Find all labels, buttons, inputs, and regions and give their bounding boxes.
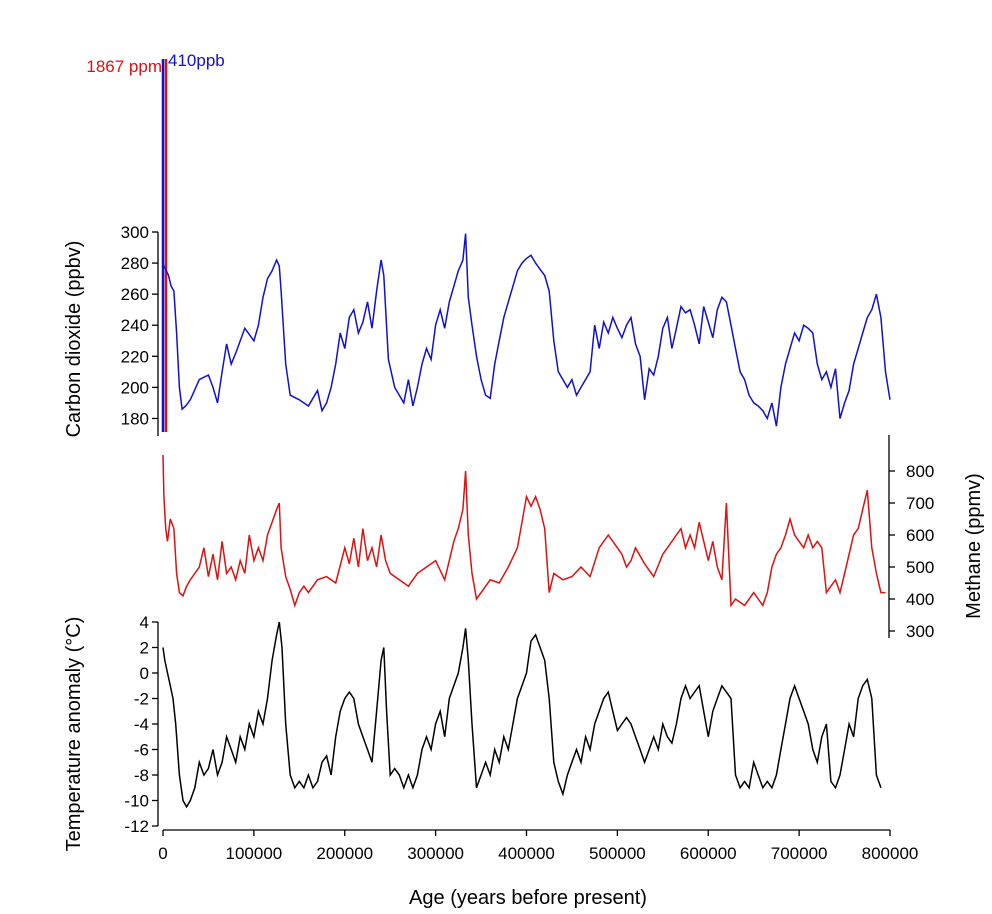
- temperature-y-tick-label: -8: [134, 766, 149, 785]
- temperature-ticks: -12 -10 -8 -6 -4 -2 0 2 4: [124, 613, 158, 836]
- x-tick-label: 500000: [589, 844, 646, 863]
- methane-y-tick-label: 600: [906, 526, 934, 545]
- co2-y-tick-label: 260: [121, 285, 149, 304]
- methane-y-tick-label: 700: [906, 494, 934, 513]
- co2-y-tick-label: 300: [121, 223, 149, 242]
- co2-y-tick-label: 240: [121, 316, 149, 335]
- co2-axis-title: Carbon dioxide (ppbv): [63, 241, 85, 438]
- x-tick-label: 200000: [316, 844, 373, 863]
- x-tick-label: 600000: [680, 844, 737, 863]
- x-ticks: 0 100000 200000 300000 400000 500000 600000 700…: [158, 830, 918, 863]
- temperature-y-tick-label: -4: [134, 715, 149, 734]
- co2-ticks: 180 200 220 240 260 280 300: [121, 223, 158, 428]
- temperature-y-tick-label: 2: [140, 639, 149, 658]
- x-tick-label: 0: [158, 844, 167, 863]
- methane-y-tick-label: 500: [906, 558, 934, 577]
- methane-y-tick-label: 300: [906, 622, 934, 641]
- co2-series-line: [162, 233, 891, 427]
- co2-modern-label: 410ppb: [168, 51, 225, 70]
- methane-axis-title: Methane (ppmv): [963, 473, 985, 619]
- temperature-y-tick-label: 4: [140, 613, 149, 632]
- methane-modern-label: 1867 ppm: [86, 57, 162, 76]
- methane-ticks: 300 400 500 600 700 800: [889, 462, 934, 641]
- temperature-y-tick-label: 0: [140, 664, 149, 683]
- x-tick-label: 300000: [407, 844, 464, 863]
- temperature-y-tick-label: -6: [134, 741, 149, 760]
- temperature-y-tick-label: -10: [124, 792, 149, 811]
- x-tick-label: 400000: [498, 844, 555, 863]
- x-tick-label: 800000: [862, 844, 919, 863]
- temperature-axis-title: Temperature anomaly (°C): [63, 617, 85, 852]
- temperature-y-tick-label: -2: [134, 690, 149, 709]
- methane-y-tick-label: 800: [906, 462, 934, 481]
- x-axis-title: Age (years before present): [409, 887, 647, 909]
- x-tick-label: 700000: [771, 844, 828, 863]
- co2-y-tick-label: 280: [121, 254, 149, 273]
- methane-series-line: [162, 454, 886, 608]
- temperature-y-tick-label: -12: [124, 817, 149, 836]
- x-tick-label: 100000: [226, 844, 283, 863]
- co2-y-tick-label: 220: [121, 347, 149, 366]
- co2-y-tick-label: 200: [121, 378, 149, 397]
- co2-y-tick-label: 180: [121, 409, 149, 428]
- methane-y-tick-label: 400: [906, 590, 934, 609]
- temperature-series-line: [162, 621, 882, 809]
